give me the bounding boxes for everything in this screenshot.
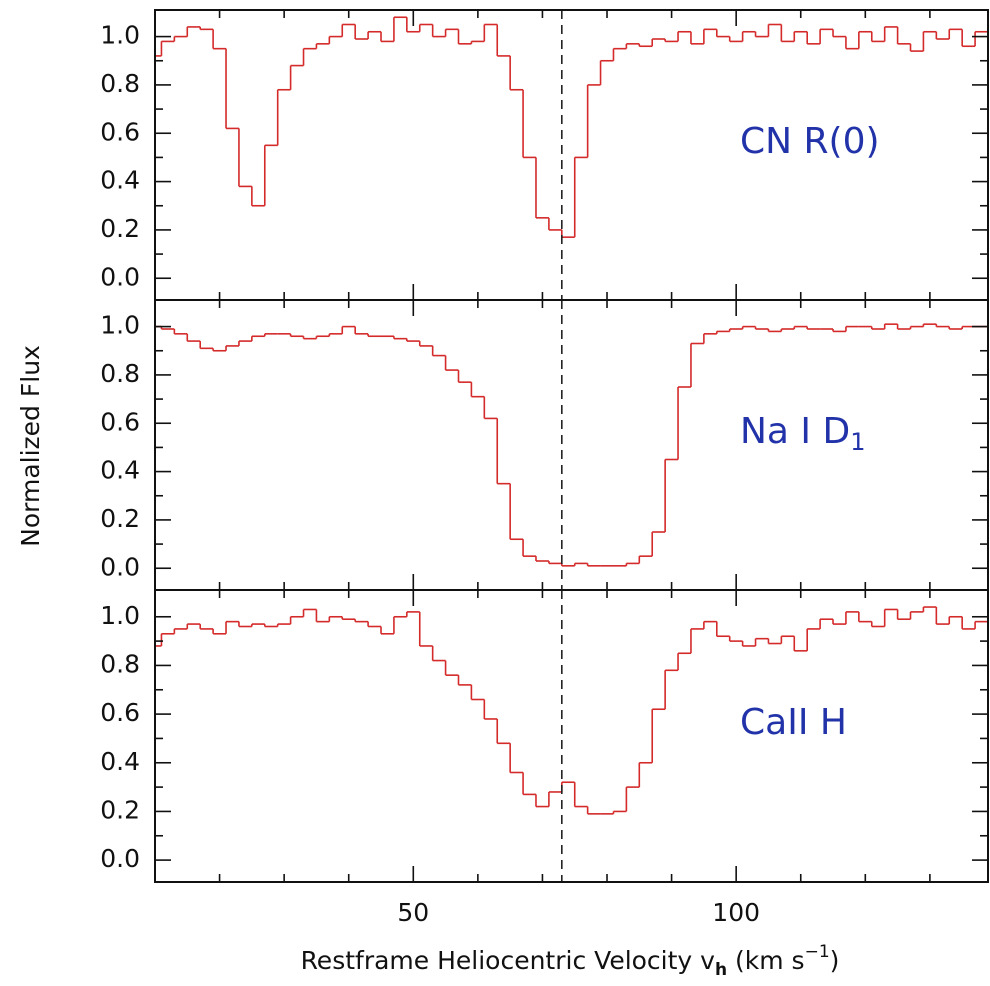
step-connector [160,607,976,814]
x-tick-label: 100 [712,898,760,927]
y-tick-label: 0.0 [100,552,140,581]
x-axis-label-text: Restframe Heliocentric Velocity v [301,946,716,975]
y-tick-label: 0.4 [100,747,140,776]
x-axis-label-unit-close: ) [830,946,840,975]
x-tick-label: 50 [397,898,429,927]
panel-plot [155,323,988,567]
y-tick-label: 0.6 [100,698,140,727]
y-tick-label: 0.0 [100,262,140,291]
panel-label: Na I D1 [740,411,866,456]
x-axis-label-unit: (km s [727,946,805,975]
y-tick-label: 1.0 [100,311,140,340]
panel-plot [155,16,988,238]
panel-label-subscript: 1 [850,428,865,456]
y-tick-label: 0.0 [100,844,140,873]
panel-plot [155,606,988,815]
y-tick-label: 0.8 [100,69,140,98]
panel-frame [154,589,989,883]
y-tick-label: 1.0 [100,601,140,630]
y-tick-label: 0.2 [100,795,140,824]
y-tick-label: 0.4 [100,456,140,485]
x-axis-label-subscript: h [715,960,727,980]
y-tick-label: 0.4 [100,166,140,195]
panel-label-text: CaII H [740,702,847,743]
y-tick-label: 0.8 [100,359,140,388]
x-axis-label-superscript: −1 [805,942,830,962]
y-axis-label: Normalized Flux [16,345,45,547]
panel-label: CN R(0) [740,121,880,162]
panel-label: CaII H [740,702,847,743]
y-tick-label: 0.2 [100,504,140,533]
y-tick-label: 1.0 [100,21,140,50]
x-axis-label: Restframe Heliocentric Velocity vh (km s… [301,942,840,980]
panel-label-text: Na I D [740,411,850,452]
y-tick-label: 0.2 [100,214,140,243]
panel-label-text: CN R(0) [740,121,880,162]
y-tick-label: 0.6 [100,407,140,436]
y-tick-label: 0.8 [100,649,140,678]
y-tick-label: 0.6 [100,117,140,146]
step-connector [160,17,976,238]
step-connector [160,324,963,566]
